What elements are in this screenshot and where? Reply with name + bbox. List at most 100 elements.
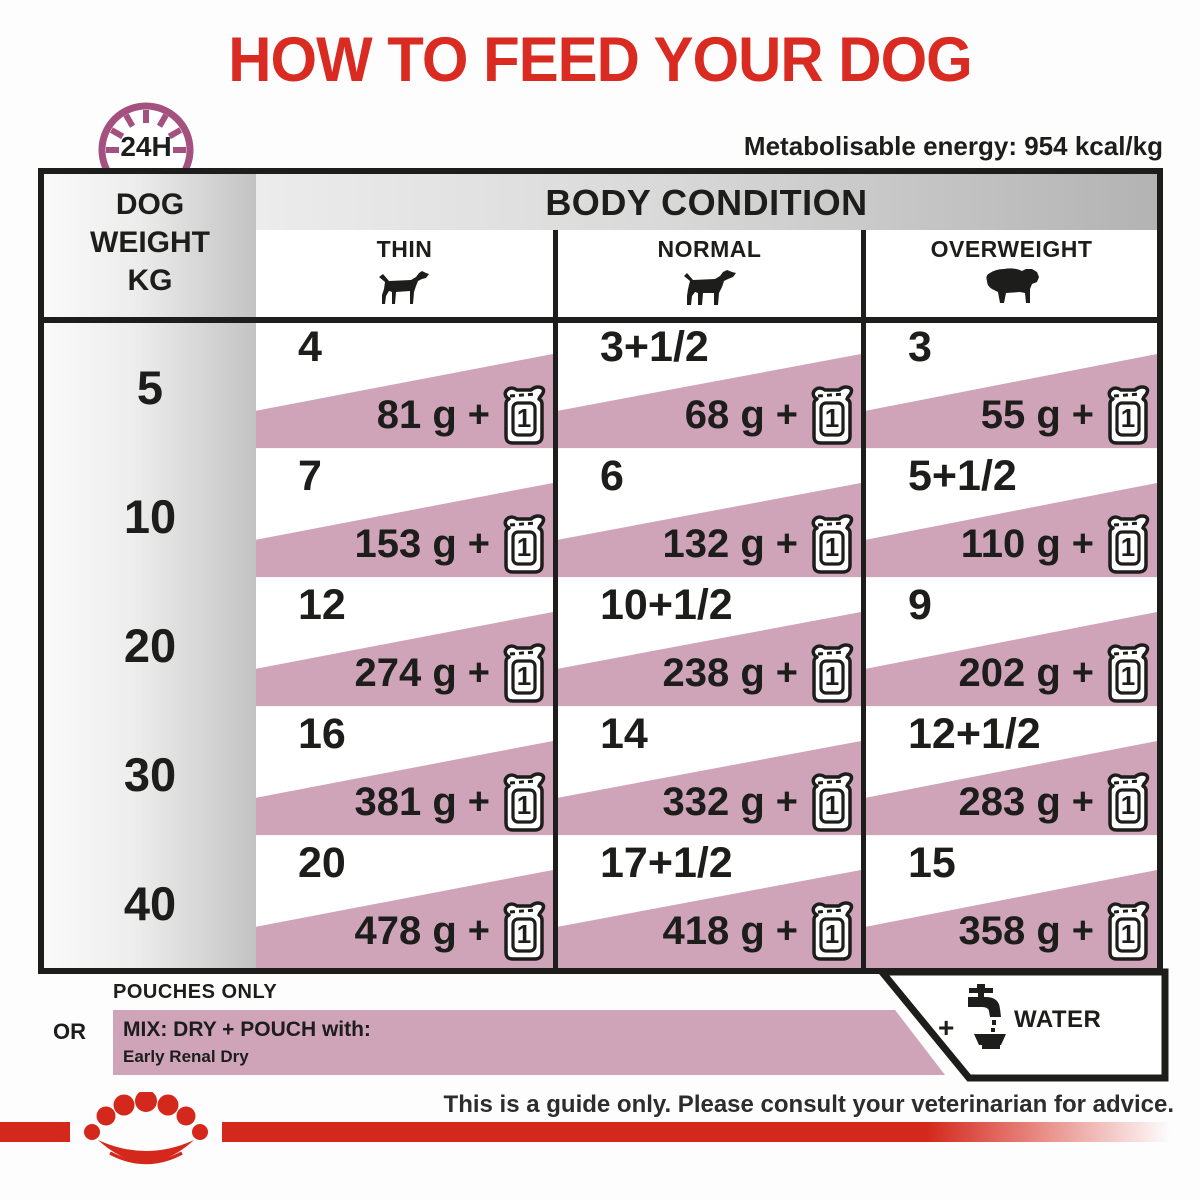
pouch-icon: 1 (501, 385, 547, 445)
pouch-count: 14 (600, 710, 648, 758)
brand-stripe (222, 1122, 1200, 1142)
grams-line: 81 g + 1 (377, 385, 547, 445)
grams-line: 418 g + 1 (663, 901, 856, 961)
grams-line: 132 g + 1 (663, 514, 856, 574)
feeding-cell: 7 153 g + 1 (256, 452, 553, 581)
pouch-count: 3 (908, 323, 932, 371)
plus-sign: + (467, 909, 490, 952)
grams-line: 358 g + 1 (959, 901, 1152, 961)
feeding-cell: 16 381 g + 1 (256, 710, 553, 839)
pouch-badge: 1 (824, 532, 840, 562)
pouches-only-label: POUCHES ONLY (113, 981, 278, 1003)
energy-note: Metabolisable energy: 954 kcal/kg (743, 131, 1163, 161)
plus-sign: + (775, 393, 798, 436)
plus-sign: + (775, 780, 798, 823)
feeding-cell: 3 55 g + 1 (866, 323, 1157, 452)
pouch-icon: 1 (809, 901, 855, 961)
feeding-cell: 20 478 g + 1 (256, 839, 553, 968)
royal-canin-paw-logo (84, 1092, 208, 1165)
column-divider (861, 230, 866, 968)
feeding-cell: 5+1/2 110 g + 1 (866, 452, 1157, 581)
overweight-dog-icon (985, 268, 1039, 303)
header-divider-line (44, 317, 1157, 323)
pouch-badge: 1 (1120, 403, 1136, 433)
feeding-cell: 14 332 g + 1 (558, 710, 861, 839)
grams-value: 358 g (958, 908, 1061, 953)
pouch-count: 16 (298, 710, 346, 758)
pouch-icon: 1 (1105, 901, 1151, 961)
plus-sign: + (467, 780, 490, 823)
grams-line: 153 g + 1 (355, 514, 548, 574)
water-tap-icon (968, 984, 1006, 1049)
weight-column-header: DOG WEIGHT KG (90, 188, 210, 297)
pouch-count: 20 (298, 839, 346, 887)
pouch-count: 3+1/2 (600, 323, 709, 371)
brand-stripe (0, 1122, 70, 1142)
pouch-icon: 1 (1105, 772, 1151, 832)
grams-line: 478 g + 1 (355, 901, 548, 961)
or-label: OR (53, 1019, 86, 1044)
pouch-icon: 1 (501, 901, 547, 961)
grams-value: 238 g (662, 650, 765, 695)
feeding-cell: 10+1/2 238 g + 1 (558, 581, 861, 710)
weight-value: 5 (136, 361, 164, 414)
pouch-count: 7 (298, 452, 322, 500)
column-label: OVERWEIGHT (930, 236, 1093, 262)
weight-value: 20 (123, 619, 177, 672)
pouch-badge: 1 (1120, 919, 1136, 949)
24h-timer-icon (98, 102, 194, 168)
water-callout-box (874, 968, 1169, 1082)
pouch-badge: 1 (516, 532, 532, 562)
grams-line: 238 g + 1 (663, 643, 856, 703)
grams-line: 381 g + 1 (355, 772, 548, 832)
pouch-badge: 1 (516, 403, 532, 433)
column-label: NORMAL (657, 236, 762, 262)
body-condition-header: BODY CONDITION (545, 182, 868, 223)
pouch-count: 17+1/2 (600, 839, 733, 887)
water-label: WATER (1014, 1006, 1102, 1033)
feeding-table: BODY CONDITION DOG WEIGHT KG THIN NORMAL… (38, 168, 1163, 974)
pouch-count: 12+1/2 (908, 710, 1041, 758)
pouch-count: 4 (298, 323, 322, 371)
plus-sign: + (1071, 780, 1094, 823)
mix-line: MIX: DRY + POUCH with: (123, 1018, 371, 1041)
grams-value: 418 g (662, 908, 765, 953)
body-condition-band: BODY CONDITION (256, 174, 1157, 230)
grams-line: 283 g + 1 (959, 772, 1152, 832)
feeding-cell: 15 358 g + 1 (866, 839, 1157, 968)
pouch-badge: 1 (1120, 661, 1136, 691)
mix-band: MIX: DRY + POUCH with: Early Renal Dry (113, 1010, 945, 1075)
grams-line: 274 g + 1 (355, 643, 548, 703)
feeding-cell: 12 274 g + 1 (256, 581, 553, 710)
grams-line: 332 g + 1 (663, 772, 856, 832)
pouch-icon: 1 (809, 514, 855, 574)
pouch-badge: 1 (1120, 790, 1136, 820)
column-divider (553, 230, 558, 968)
pouch-icon: 1 (809, 772, 855, 832)
pouch-count: 12 (298, 581, 346, 629)
plus-sign: + (1071, 651, 1094, 694)
plus-sign: + (775, 522, 798, 565)
plus-sign: + (775, 909, 798, 952)
feeding-cell: 9 202 g + 1 (866, 581, 1157, 710)
pouch-icon: 1 (1105, 643, 1151, 703)
pouch-icon: 1 (809, 385, 855, 445)
feeding-cell: 12+1/2 283 g + 1 (866, 710, 1157, 839)
grams-value: 478 g (354, 908, 457, 953)
feeding-cell: 3+1/2 68 g + 1 (558, 323, 861, 452)
disclaimer-text: This is a guide only. Please consult you… (443, 1091, 1174, 1118)
grams-value: 68 g (684, 392, 765, 437)
pouch-count: 9 (908, 581, 932, 629)
page-title: HOW TO FEED YOUR DOG (228, 25, 973, 95)
plus-sign: + (1071, 522, 1094, 565)
column-label: THIN (376, 236, 433, 262)
pouch-count: 5+1/2 (908, 452, 1017, 500)
pouch-icon: 1 (501, 643, 547, 703)
feeding-cell: 4 81 g + 1 (256, 323, 553, 452)
pouch-count: 6 (600, 452, 624, 500)
pouch-badge: 1 (516, 790, 532, 820)
column-header-normal: NORMAL (558, 230, 861, 317)
grams-line: 68 g + 1 (685, 385, 855, 445)
pouch-badge: 1 (824, 790, 840, 820)
grams-value: 202 g (958, 650, 1061, 695)
